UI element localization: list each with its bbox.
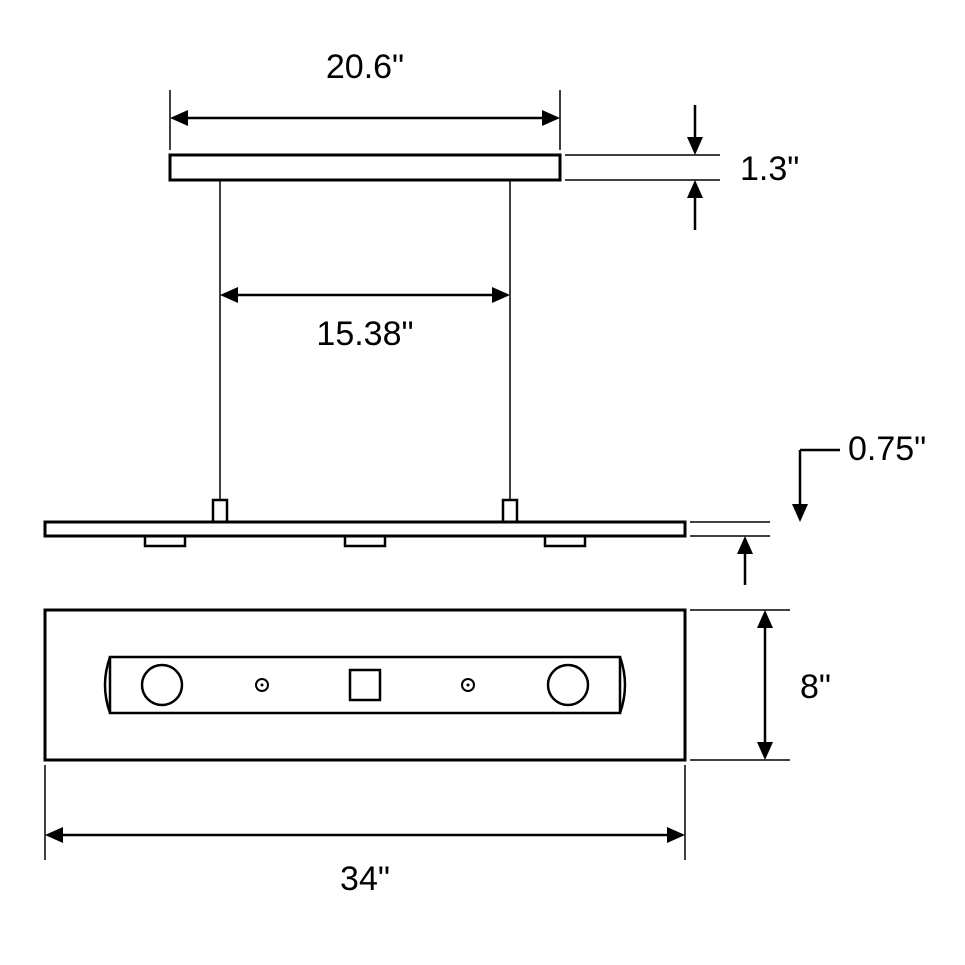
dimension-diagram: 20.6" 1.3" 15.38" xyxy=(0,0,965,965)
canopy xyxy=(170,155,560,180)
dim-bar-thickness: 0.75" xyxy=(690,430,926,585)
panel-top-view xyxy=(45,610,685,760)
dim-cable-spacing: 15.38" xyxy=(220,287,510,353)
dim-canopy-width: 20.6" xyxy=(170,48,560,150)
dim-panel-depth: 8" xyxy=(690,610,831,760)
dim-panel-width: 34" xyxy=(45,765,685,898)
label-canopy-width: 20.6" xyxy=(326,48,404,86)
label-panel-width: 34" xyxy=(340,860,390,898)
label-bar-thickness: 0.75" xyxy=(848,430,926,468)
light-bar-side xyxy=(45,522,685,546)
label-panel-depth: 8" xyxy=(800,668,831,706)
dim-canopy-height: 1.3" xyxy=(565,105,799,230)
label-cable-spacing: 15.38" xyxy=(316,315,413,353)
label-canopy-height: 1.3" xyxy=(740,150,799,188)
